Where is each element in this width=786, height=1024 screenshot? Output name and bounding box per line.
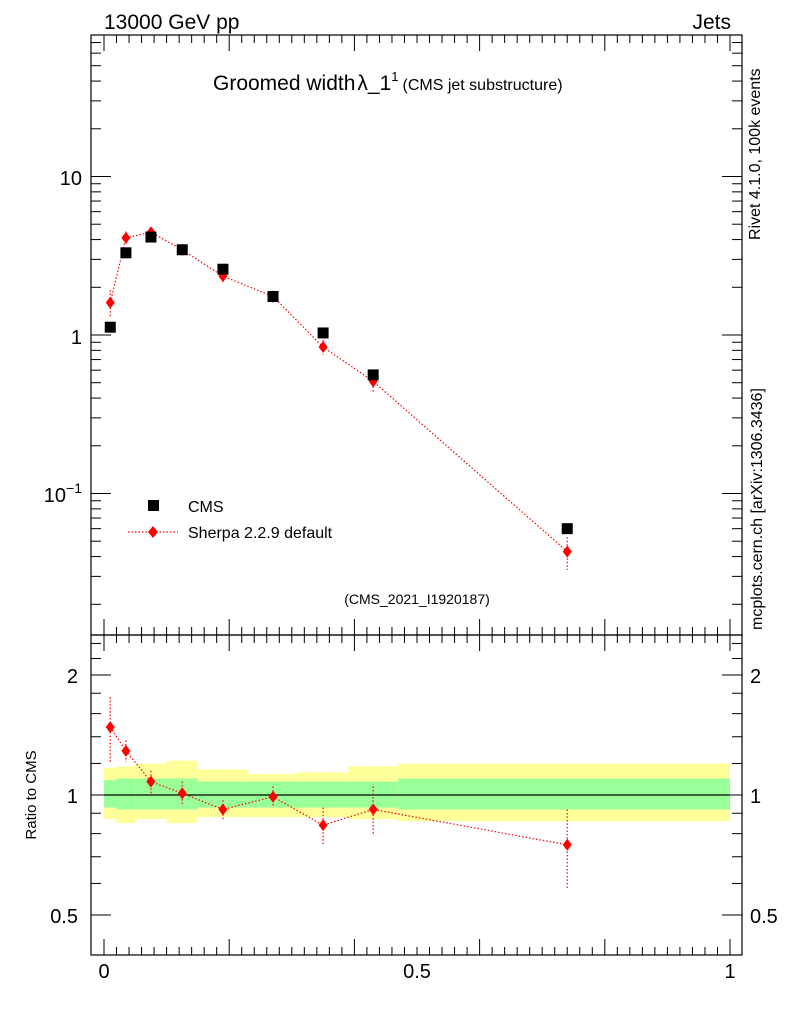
cms-point-2: [145, 231, 157, 243]
ratio-point-7: [368, 803, 378, 816]
band-inner-8: [398, 778, 730, 810]
uncertainty-bands: [104, 760, 730, 824]
side-label-source: mcplots.cern.ch [arXiv:1306.3436]: [749, 388, 766, 630]
header-right: Jets: [692, 11, 731, 34]
ratio-ytick-label-2: 2: [67, 666, 78, 688]
main-ytick-label-0.1-base: 10: [44, 485, 66, 507]
ratio-point-8: [562, 838, 572, 851]
ratio-ytick-label-right-1: 1: [750, 786, 761, 808]
side-label-version: Rivet 4.1.0, 100k events: [747, 68, 764, 240]
xtick-label-0: 0: [98, 961, 109, 983]
main-title: Groomed widthλ_11 (CMS jet substructure): [213, 69, 563, 95]
ratio-point-6: [318, 819, 328, 832]
ratio-point-4: [218, 803, 228, 816]
legend-label-cms: CMS: [188, 499, 224, 516]
main-ytick-label-0.1-exp: −1: [66, 480, 82, 496]
cms-point-4: [217, 263, 229, 275]
main-plot-frame: [90, 34, 743, 636]
legend-marker-cms: [148, 500, 159, 511]
sherpa-point-8: [562, 545, 572, 558]
title-main-text: Groomed width: [213, 72, 355, 95]
title-lambda: λ_1: [357, 72, 391, 95]
sherpa-point-0: [105, 296, 115, 309]
sherpa-point-1: [121, 231, 131, 244]
ratio-ytick-label-right-2: 2: [750, 666, 761, 688]
ratio-ytick-label-right-0.5: 0.5: [750, 906, 778, 928]
main-ytick-label-1: 1: [71, 327, 82, 349]
ratio-ytick-label-1: 1: [67, 786, 78, 808]
cms-point-5: [267, 290, 279, 302]
data-markers: [104, 226, 573, 851]
ratio-point-1: [121, 744, 131, 757]
ratio-point-0: [105, 721, 115, 734]
sherpa-line: [109, 231, 568, 553]
legend-label-sherpa: Sherpa 2.2.9 default: [188, 525, 333, 542]
legend-marker-sherpa: [148, 526, 158, 538]
cms-point-7: [367, 369, 379, 381]
title-sup: 1: [391, 69, 398, 84]
sherpa-point-6: [318, 341, 328, 354]
cms-point-6: [317, 327, 329, 339]
band-inner-0: [104, 780, 117, 808]
cms-point-1: [120, 247, 132, 259]
main-ytick-label-10: 10: [60, 168, 82, 190]
xtick-label-0.5: 0.5: [403, 961, 431, 983]
cms-point-8: [561, 523, 573, 535]
cms-point-3: [176, 244, 188, 256]
ratio-point-5: [268, 790, 278, 803]
cms-point-0: [104, 321, 116, 333]
ratio-ylabel: Ratio to CMS: [23, 750, 40, 839]
analysis-watermark: (CMS_2021_I1920187): [344, 591, 490, 607]
series-lines: [109, 231, 568, 846]
axis-ticks: [91, 35, 742, 955]
ratio-ytick-label-0.5: 0.5: [50, 906, 78, 928]
ratio-point-2: [146, 775, 156, 788]
xtick-label-1: 1: [724, 961, 735, 983]
title-subtitle: (CMS jet substructure): [403, 77, 563, 94]
legend: CMS Sherpa 2.2.9 default: [128, 499, 333, 542]
header-left: 13000 GeV pp: [104, 11, 239, 34]
ratio-point-3: [177, 787, 187, 800]
band-inner-1: [116, 778, 136, 810]
main-ytick-label-0.1: 10−1: [44, 480, 82, 507]
